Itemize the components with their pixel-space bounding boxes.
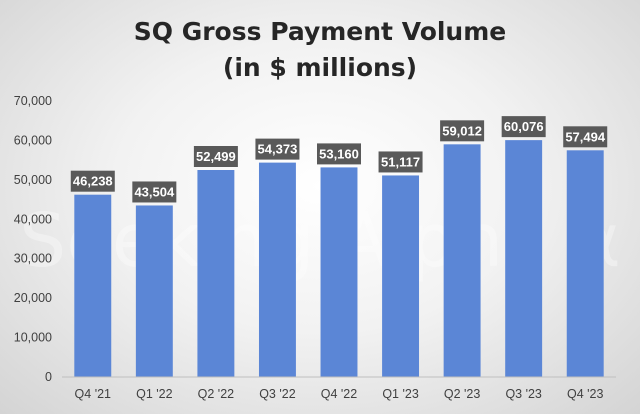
x-tick-label: Q2 '23 bbox=[444, 387, 480, 401]
data-label: 51,117 bbox=[381, 154, 420, 169]
x-tick-label: Q4 '23 bbox=[567, 387, 603, 401]
x-tick-label: Q4 '22 bbox=[321, 387, 357, 401]
data-label-box bbox=[563, 126, 608, 148]
x-tick-label: Q2 '22 bbox=[198, 387, 234, 401]
bar bbox=[258, 162, 296, 377]
bar bbox=[197, 170, 235, 377]
y-tick-label: 60,000 bbox=[14, 133, 52, 147]
data-label-box bbox=[378, 151, 423, 173]
bar bbox=[443, 144, 481, 377]
data-label: 60,076 bbox=[504, 119, 544, 134]
data-label-box bbox=[501, 116, 546, 138]
y-tick-label: 0 bbox=[45, 370, 52, 384]
bar bbox=[382, 175, 420, 377]
y-tick-label: 30,000 bbox=[14, 252, 52, 266]
x-tick-label: Q1 '22 bbox=[136, 387, 172, 401]
data-label-box bbox=[317, 143, 361, 165]
y-tick-label: 50,000 bbox=[14, 173, 52, 187]
x-tick-label: Q4 '21 bbox=[75, 387, 111, 401]
x-tick-label: Q3 '23 bbox=[505, 387, 541, 401]
chart-title-line-1: SQ Gross Payment Volume bbox=[134, 17, 507, 46]
data-label-box bbox=[440, 120, 485, 142]
bar bbox=[320, 167, 358, 377]
bar bbox=[74, 194, 112, 377]
bar bbox=[566, 150, 604, 377]
data-label: 53,160 bbox=[319, 146, 359, 161]
data-label-box bbox=[132, 181, 177, 203]
data-label-box bbox=[70, 170, 115, 192]
data-label: 52,499 bbox=[196, 149, 236, 164]
y-tick-label: 40,000 bbox=[14, 212, 52, 226]
x-tick-label: Q3 '22 bbox=[259, 387, 295, 401]
bar bbox=[135, 205, 173, 377]
data-label: 46,238 bbox=[73, 174, 113, 189]
data-label-box bbox=[255, 138, 300, 160]
y-tick-label: 10,000 bbox=[14, 331, 52, 345]
y-tick-label: 20,000 bbox=[14, 291, 52, 305]
x-tick-label: Q1 '23 bbox=[382, 387, 418, 401]
data-label: 57,494 bbox=[565, 129, 606, 144]
data-label-box bbox=[193, 146, 238, 168]
data-label: 54,373 bbox=[258, 142, 298, 157]
y-tick-label: 70,000 bbox=[14, 94, 52, 108]
bar bbox=[505, 140, 543, 377]
chart-title-line-2: (in $ millions) bbox=[223, 53, 417, 82]
data-label: 59,012 bbox=[442, 123, 482, 138]
data-label: 43,504 bbox=[134, 184, 175, 199]
